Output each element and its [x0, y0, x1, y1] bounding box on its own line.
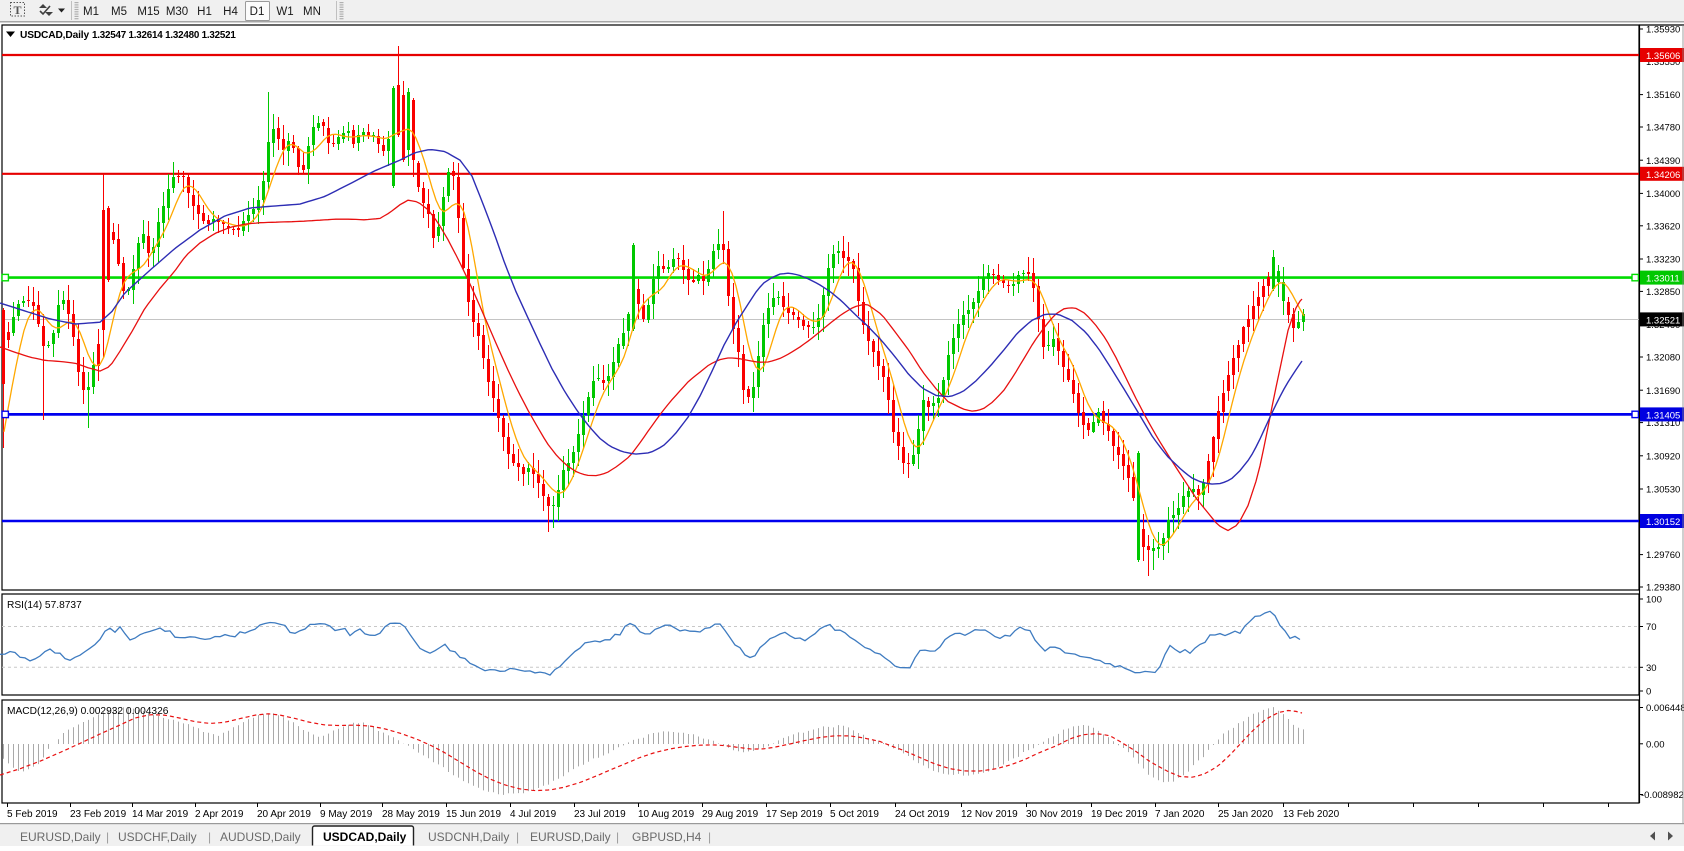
- svg-text:USDCHF,Daily: USDCHF,Daily: [118, 830, 197, 844]
- svg-text:EURUSD,Daily: EURUSD,Daily: [530, 830, 611, 844]
- svg-text:70: 70: [1646, 622, 1657, 633]
- svg-text:W1: W1: [276, 6, 293, 18]
- svg-text:1.30530: 1.30530: [1646, 485, 1680, 496]
- svg-text:M15: M15: [137, 6, 159, 18]
- svg-text:1.30920: 1.30920: [1646, 451, 1680, 462]
- svg-text:1.32521: 1.32521: [1646, 315, 1680, 326]
- svg-text:9 May 2019: 9 May 2019: [320, 809, 373, 820]
- svg-text:1.29760: 1.29760: [1646, 550, 1680, 561]
- svg-text:1.35930: 1.35930: [1646, 25, 1680, 36]
- svg-text:1.35550: 1.35550: [1646, 57, 1680, 68]
- svg-text:H4: H4: [223, 6, 238, 18]
- svg-text:1.34780: 1.34780: [1646, 123, 1680, 134]
- svg-text:1.34000: 1.34000: [1646, 189, 1680, 200]
- svg-text:AUDUSD,Daily: AUDUSD,Daily: [220, 830, 301, 844]
- svg-text:EURUSD,Daily: EURUSD,Daily: [20, 830, 101, 844]
- svg-text:1.34390: 1.34390: [1646, 156, 1680, 167]
- svg-text:20 Apr 2019: 20 Apr 2019: [257, 809, 311, 820]
- svg-text:5 Feb 2019: 5 Feb 2019: [7, 809, 58, 820]
- svg-text:1.30152: 1.30152: [1646, 517, 1680, 528]
- svg-text:|: |: [106, 830, 109, 844]
- svg-text:1.29380: 1.29380: [1646, 583, 1680, 594]
- svg-text:USDCAD,Daily: USDCAD,Daily: [323, 830, 407, 844]
- svg-text:1.33620: 1.33620: [1646, 221, 1680, 232]
- svg-text:1.32547 1.32614 1.32480 1.3252: 1.32547 1.32614 1.32480 1.32521: [92, 30, 236, 41]
- svg-text:|: |: [208, 830, 211, 844]
- svg-text:1.31310: 1.31310: [1646, 418, 1680, 429]
- svg-text:23 Feb 2019: 23 Feb 2019: [70, 809, 127, 820]
- svg-text:30: 30: [1646, 663, 1657, 674]
- svg-text:28 May 2019: 28 May 2019: [382, 809, 440, 820]
- svg-text:19 Dec 2019: 19 Dec 2019: [1091, 809, 1148, 820]
- svg-text:|: |: [516, 830, 519, 844]
- svg-text:1.31690: 1.31690: [1646, 386, 1680, 397]
- svg-text:USDCAD,Daily: USDCAD,Daily: [20, 30, 89, 41]
- svg-text:0: 0: [1646, 687, 1651, 698]
- svg-text:14 Mar 2019: 14 Mar 2019: [132, 809, 189, 820]
- svg-text:17 Sep 2019: 17 Sep 2019: [766, 809, 823, 820]
- svg-text:|: |: [616, 830, 619, 844]
- svg-text:D1: D1: [250, 6, 265, 18]
- svg-text:13 Feb 2020: 13 Feb 2020: [1283, 809, 1340, 820]
- svg-text:RSI(14) 57.8737: RSI(14) 57.8737: [7, 600, 82, 611]
- svg-text:1.32080: 1.32080: [1646, 353, 1680, 364]
- svg-text:MACD(12,26,9) 0.002932 0.00432: MACD(12,26,9) 0.002932 0.004326: [7, 706, 169, 717]
- svg-text:1.35606: 1.35606: [1646, 51, 1680, 62]
- svg-text:2 Apr 2019: 2 Apr 2019: [195, 809, 244, 820]
- svg-text:30 Nov 2019: 30 Nov 2019: [1026, 809, 1083, 820]
- svg-text:T: T: [13, 3, 21, 17]
- svg-text:10 Aug 2019: 10 Aug 2019: [638, 809, 695, 820]
- svg-text:1.33230: 1.33230: [1646, 255, 1680, 266]
- svg-text:4 Jul 2019: 4 Jul 2019: [510, 809, 557, 820]
- svg-text:0.006448: 0.006448: [1646, 703, 1684, 714]
- svg-text:M1: M1: [83, 6, 99, 18]
- svg-text:M30: M30: [166, 6, 188, 18]
- svg-text:|: |: [708, 830, 711, 844]
- svg-text:1.33011: 1.33011: [1646, 274, 1680, 285]
- svg-text:100: 100: [1646, 595, 1662, 606]
- svg-text:1.34206: 1.34206: [1646, 170, 1680, 181]
- svg-text:MN: MN: [303, 6, 321, 18]
- svg-text:15 Jun 2019: 15 Jun 2019: [446, 809, 501, 820]
- svg-text:M5: M5: [111, 6, 127, 18]
- svg-text:H1: H1: [197, 6, 212, 18]
- svg-text:5 Oct 2019: 5 Oct 2019: [830, 809, 879, 820]
- svg-text:23 Jul 2019: 23 Jul 2019: [574, 809, 626, 820]
- svg-text:24 Oct 2019: 24 Oct 2019: [895, 809, 950, 820]
- svg-text:1.32850: 1.32850: [1646, 287, 1680, 298]
- svg-text:29 Aug 2019: 29 Aug 2019: [702, 809, 759, 820]
- svg-text:USDCNH,Daily: USDCNH,Daily: [428, 830, 509, 844]
- svg-text:7 Jan 2020: 7 Jan 2020: [1155, 809, 1205, 820]
- svg-text:1.35160: 1.35160: [1646, 90, 1680, 101]
- svg-text:25 Jan 2020: 25 Jan 2020: [1218, 809, 1273, 820]
- svg-text:1.31405: 1.31405: [1646, 410, 1680, 421]
- svg-text:GBPUSD,H4: GBPUSD,H4: [632, 830, 702, 844]
- svg-text:-0.008982: -0.008982: [1641, 790, 1684, 801]
- svg-text:12 Nov 2019: 12 Nov 2019: [961, 809, 1018, 820]
- svg-text:0.00: 0.00: [1646, 739, 1665, 750]
